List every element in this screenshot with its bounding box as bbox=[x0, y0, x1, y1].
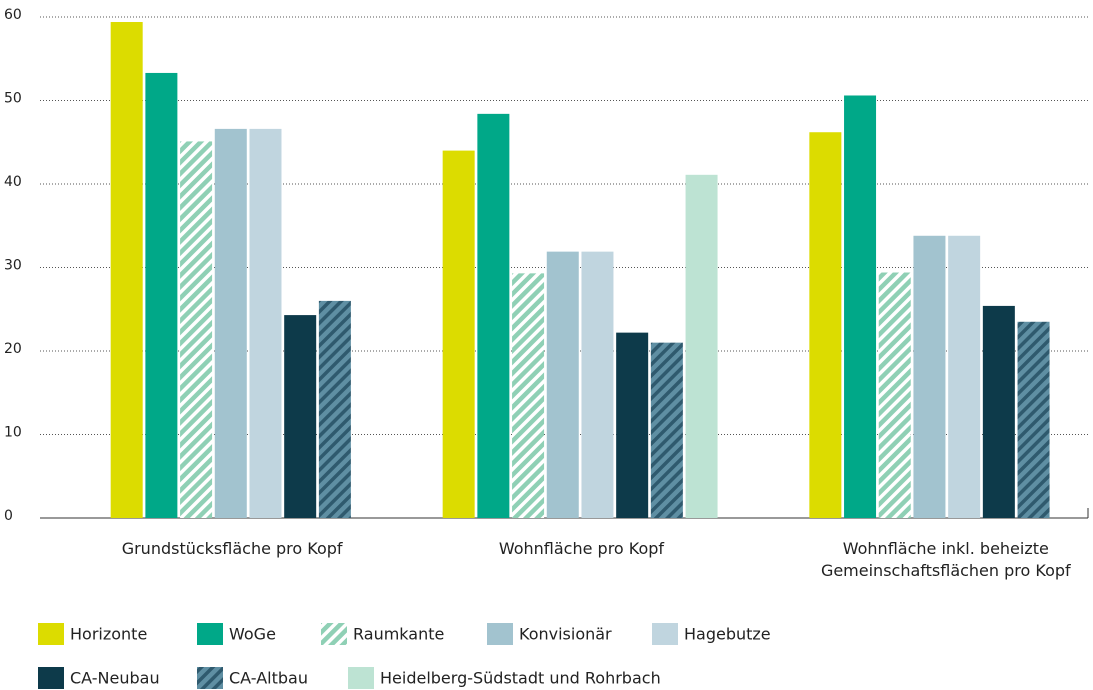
legend-swatch bbox=[487, 623, 513, 645]
x-tick-label: Grundstücksfläche pro Kopf bbox=[121, 539, 343, 558]
y-tick-label: 50 bbox=[4, 91, 22, 107]
x-tick-label: Wohnfläche inkl. beheizte Gemeinschaftsf… bbox=[820, 539, 1071, 580]
legend-swatch bbox=[197, 667, 223, 689]
legend-label: CA-Neubau bbox=[70, 669, 160, 688]
bar bbox=[1017, 321, 1050, 518]
bar bbox=[616, 332, 649, 518]
bar bbox=[844, 95, 877, 519]
bar bbox=[546, 251, 579, 518]
legend-label: CA-Altbau bbox=[229, 669, 308, 688]
y-tick-label: 20 bbox=[4, 341, 22, 357]
legend-label: Horizonte bbox=[70, 625, 147, 644]
legend-swatch bbox=[652, 623, 678, 645]
bar bbox=[913, 235, 946, 518]
bar bbox=[878, 272, 911, 518]
bar bbox=[685, 174, 718, 518]
bar bbox=[581, 251, 614, 518]
bar bbox=[442, 150, 475, 518]
legend-label: Hagebutze bbox=[684, 625, 771, 644]
bar bbox=[477, 113, 510, 519]
legend-swatch bbox=[321, 623, 347, 645]
legend-label: WoGe bbox=[229, 625, 276, 644]
y-tick-label: 60 bbox=[4, 7, 22, 23]
bar bbox=[145, 72, 178, 518]
bar bbox=[110, 22, 143, 518]
bar bbox=[180, 141, 213, 519]
legend-label: Heidelberg-Südstadt und Rohrbach bbox=[380, 669, 661, 688]
legend-label: Konvisionär bbox=[519, 625, 612, 644]
bar bbox=[982, 305, 1015, 518]
bar bbox=[650, 342, 683, 518]
y-tick-label: 40 bbox=[4, 174, 22, 190]
y-tick-label: 10 bbox=[4, 425, 22, 441]
bar bbox=[948, 235, 981, 518]
bar bbox=[284, 315, 317, 518]
legend-swatch bbox=[197, 623, 223, 645]
x-tick-label: Wohnfläche pro Kopf bbox=[498, 539, 665, 558]
bar bbox=[809, 132, 842, 519]
y-tick-label: 0 bbox=[4, 508, 13, 524]
legend-label: Raumkante bbox=[353, 625, 444, 644]
legend-swatch bbox=[348, 667, 374, 689]
legend-swatch bbox=[38, 623, 64, 645]
y-tick-label: 30 bbox=[4, 258, 22, 274]
bar bbox=[512, 273, 545, 518]
bar bbox=[318, 300, 351, 518]
bar bbox=[249, 128, 282, 518]
legend-swatch bbox=[38, 667, 64, 689]
bar bbox=[214, 128, 247, 518]
